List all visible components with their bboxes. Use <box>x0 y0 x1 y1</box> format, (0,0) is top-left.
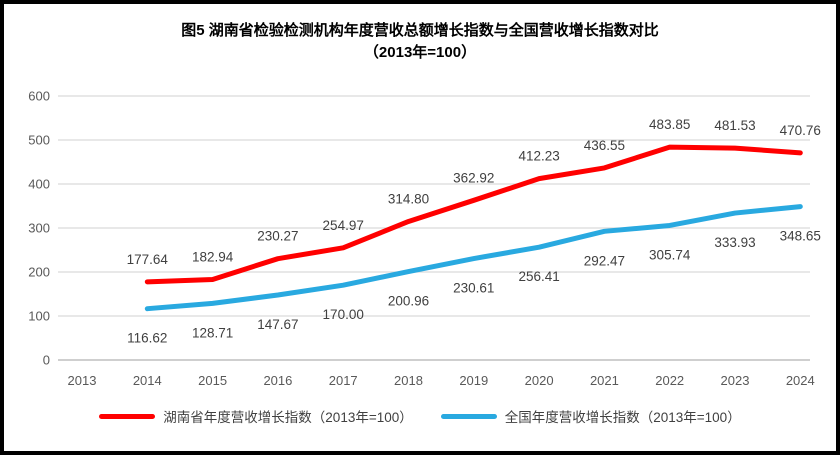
x-tick-label: 2015 <box>198 373 227 388</box>
chart-canvas: 0 100 200 300 400 500 600 2013 2014 2015 2016 2017 2… <box>28 89 821 389</box>
x-tick-label: 2016 <box>263 373 292 388</box>
x-tick-label: 2020 <box>525 373 554 388</box>
national-series-line <box>144 204 803 312</box>
national-data-label: 147.67 <box>257 317 298 332</box>
x-tick-label: 2021 <box>590 373 619 388</box>
x-tick-label: 2013 <box>68 373 97 388</box>
hunan-data-label: 436.55 <box>584 138 625 153</box>
chart-title-line1: 图5 湖南省检验检测机构年度营收总额增长指数与全国营收增长指数对比 <box>181 22 659 39</box>
national-data-label: 230.61 <box>453 281 494 296</box>
chart-title-line2: （2013年=100） <box>363 44 477 61</box>
hunan-data-label: 362.92 <box>453 170 494 185</box>
chart-title: 图5 湖南省检验检测机构年度营收总额增长指数与全国营收增长指数对比 （2013年… <box>4 20 836 64</box>
legend-item-national: 全国年度营收增长指数（2013年=100） <box>440 406 741 426</box>
legend-label-hunan: 湖南省年度营收增长指数（2013年=100） <box>163 410 413 425</box>
national-data-label: 348.65 <box>780 229 821 244</box>
legend-label-national: 全国年度营收增长指数（2013年=100） <box>504 410 741 425</box>
y-tick-label: 0 <box>43 353 50 368</box>
national-data-label: 170.00 <box>323 307 364 322</box>
national-data-label: 305.74 <box>649 247 691 262</box>
hunan-data-label: 412.23 <box>518 149 559 164</box>
hunan-data-label: 254.97 <box>323 218 364 233</box>
national-data-label: 200.96 <box>388 294 429 309</box>
national-data-label: 116.62 <box>127 331 167 346</box>
x-tick-label: 2018 <box>394 373 423 388</box>
x-tick-label: 2023 <box>721 373 750 388</box>
legend: 湖南省年度营收增长指数（2013年=100） 全国年度营收增长指数（2013年=… <box>4 406 836 426</box>
national-data-label: 128.71 <box>192 325 233 340</box>
national-series-swatch <box>440 413 497 419</box>
hunan-data-label: 177.64 <box>127 252 169 267</box>
x-tick-label: 2022 <box>655 373 684 388</box>
hunan-data-label: 314.80 <box>388 191 429 206</box>
x-tick-label: 2024 <box>786 373 815 388</box>
hunan-series-line <box>144 144 803 285</box>
national-data-label: 292.47 <box>584 253 625 268</box>
y-tick-label: 100 <box>28 309 50 324</box>
y-tick-label: 300 <box>28 221 50 236</box>
hunan-series-swatch <box>99 413 156 419</box>
national-data-label: 333.93 <box>714 235 755 250</box>
hunan-data-label: 230.27 <box>257 229 298 244</box>
x-tick-label: 2017 <box>329 373 358 388</box>
x-tick-label: 2019 <box>459 373 488 388</box>
x-tick-label: 2014 <box>133 373 162 388</box>
y-tick-label: 500 <box>28 133 50 148</box>
hunan-data-label: 483.85 <box>649 117 690 132</box>
legend-item-hunan: 湖南省年度营收增长指数（2013年=100） <box>99 406 413 426</box>
hunan-data-label: 481.53 <box>714 118 755 133</box>
y-tick-label: 600 <box>28 89 50 104</box>
y-tick-label: 400 <box>28 177 50 192</box>
national-data-label: 256.41 <box>518 269 559 284</box>
hunan-data-label: 470.76 <box>780 123 821 138</box>
hunan-data-label: 182.94 <box>192 250 234 265</box>
y-tick-label: 200 <box>28 265 50 280</box>
